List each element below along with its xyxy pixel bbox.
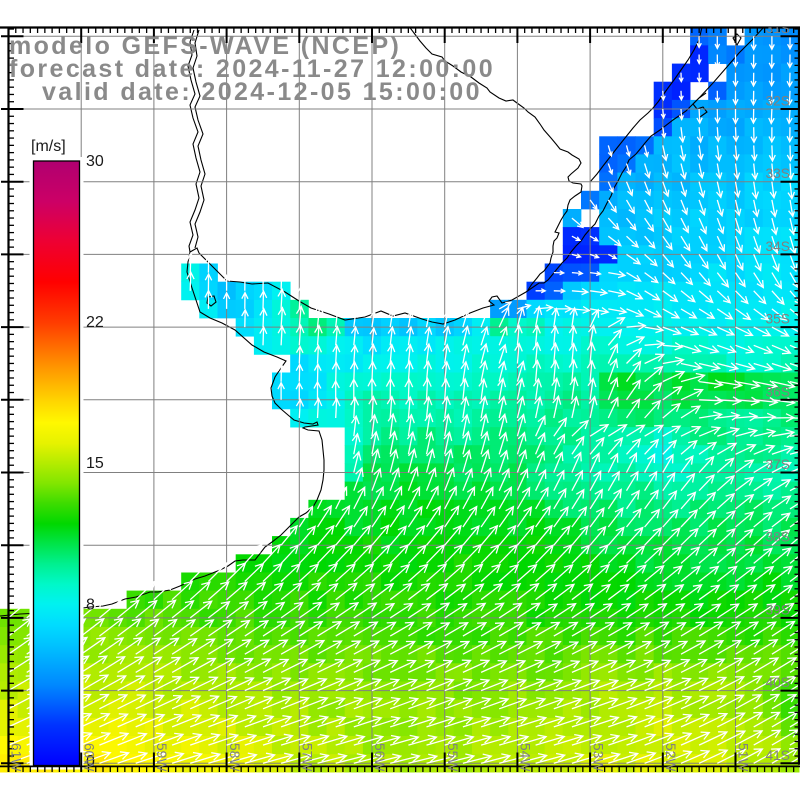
svg-text:8: 8 <box>86 596 95 613</box>
svg-text:35S: 35S <box>765 312 790 327</box>
svg-text:[m/s]: [m/s] <box>31 138 66 155</box>
svg-text:41S: 41S <box>765 748 790 763</box>
svg-text:51W: 51W <box>736 743 751 771</box>
svg-text:58W: 58W <box>227 743 242 771</box>
svg-text:30: 30 <box>86 153 104 170</box>
svg-text:61W: 61W <box>9 743 24 771</box>
svg-text:56W: 56W <box>372 743 387 771</box>
svg-text:22: 22 <box>86 314 104 331</box>
svg-text:34S: 34S <box>765 239 790 254</box>
svg-text:forecast date: 2024-11-27 12:0: forecast date: 2024-11-27 12:00:00 <box>9 55 495 83</box>
svg-text:57W: 57W <box>300 743 315 771</box>
svg-text:55W: 55W <box>445 743 460 771</box>
svg-text:60W: 60W <box>81 743 96 771</box>
svg-text:32S: 32S <box>765 94 790 109</box>
svg-text:36S: 36S <box>765 384 790 399</box>
svg-text:15: 15 <box>86 455 104 472</box>
svg-text:valid date: 2024-12-05 15:00:0: valid date: 2024-12-05 15:00:00 <box>42 78 482 106</box>
svg-text:modelo GEFS-WAVE (NCEP): modelo GEFS-WAVE (NCEP) <box>9 32 401 60</box>
svg-text:37S: 37S <box>765 457 790 472</box>
svg-text:52W: 52W <box>663 743 678 771</box>
svg-text:38S: 38S <box>765 530 790 545</box>
svg-text:31S: 31S <box>765 21 790 36</box>
svg-text:33S: 33S <box>765 166 790 181</box>
svg-text:53W: 53W <box>590 743 605 771</box>
svg-text:40S: 40S <box>765 675 790 690</box>
svg-text:0: 0 <box>86 753 95 770</box>
svg-text:54W: 54W <box>518 743 533 771</box>
svg-text:59W: 59W <box>154 743 169 771</box>
svg-text:39S: 39S <box>765 602 790 617</box>
